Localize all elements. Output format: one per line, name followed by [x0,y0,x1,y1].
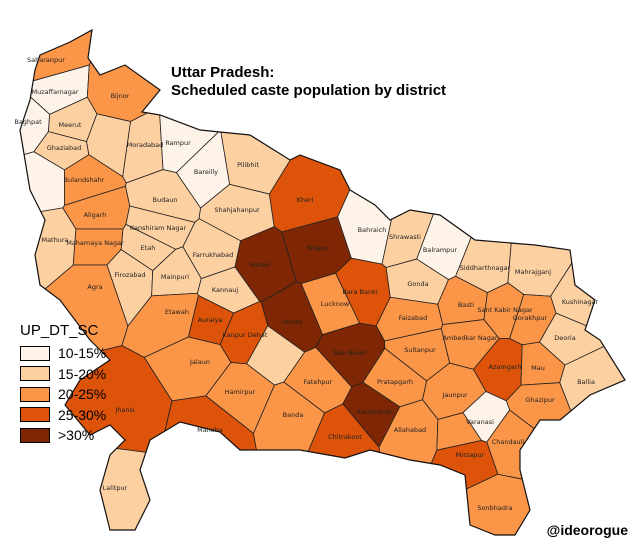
district-bijnor [86,30,247,122]
district-label: Saharanpur [27,56,65,64]
district-label: Sant Kabir Nagar [477,306,533,314]
district-label: Basti [458,301,474,309]
map-title: Uttar Pradesh: Scheduled caste populatio… [171,64,446,100]
district-label: Allahabad [394,426,426,434]
legend-label: >30% [58,427,95,444]
state-outline [19,28,626,536]
district-label: Firozabad [114,271,145,279]
legend-item: >30% [20,425,106,446]
district-kushinagar [550,154,625,340]
district-label: Bara Banki [342,288,377,296]
district-label: Jhansi [114,406,135,414]
legend-label: 10-15% [58,345,107,362]
district-label: Bareilly [194,168,218,176]
district-label: Mahoba [197,426,223,434]
district-label: Sitapur [306,244,330,252]
district-label: Bahraich [358,226,387,234]
district-label: Kanshiram Nagar [130,224,187,232]
district-label: Meerut [59,121,82,129]
district-label: Mirzapur [456,451,485,459]
district-label: Gorakhpur [513,314,548,322]
credit-text: @ideorogue [546,522,628,538]
district-label: Rampur [165,139,191,147]
district-label: Mahamaya Nagar [66,239,124,247]
legend-item: 15-20% [20,364,106,385]
district-label: Deoria [554,334,575,342]
district-label: Baghpat [14,118,42,126]
district-label: Balrampur [423,246,457,254]
legend-label: 25-30% [58,406,107,423]
district-label: Budaun [153,196,178,204]
district-label: Hamirpur [225,388,256,396]
district-balrampur [416,30,549,281]
district-label: Kaushambi [357,408,393,416]
district-label: Moradabad [127,141,164,149]
legend-swatch [20,427,50,443]
district-label: Mau [531,364,545,372]
district-label: Mathura [41,236,68,244]
district-label: Mahrajganj [515,268,551,276]
district-label: Agra [87,283,102,291]
district-sonbhadra [382,473,625,535]
district-label: Ghazipur [525,396,555,404]
district-label: Unnao [282,318,303,326]
district-label: Ambedkar Nagar [442,334,497,342]
district-label: Shahjahanpur [214,206,260,214]
district-label: Jalaun [189,358,210,366]
district-label: Kannauj [212,286,238,294]
district-label: Chitrakoot [328,433,362,441]
district-label: Farrukhabad [193,251,234,259]
district-label: Varanasi [466,418,494,426]
district-label: Rae Bareli [333,349,366,357]
legend: UP_DT_SC 10-15% 15-20% 20-25% 25-30% >30% [20,322,106,446]
district-label: Ballia [577,378,595,386]
district-label: Hardoi [249,261,271,269]
district-label: Chandauli [492,438,525,446]
district-label: Banda [283,411,304,419]
district-label: Etawah [165,308,189,316]
district-label: Kanpur Dehat [223,331,268,339]
district-label: Lalitpur [103,484,128,492]
district-label: Kushinagar [562,298,599,306]
legend-title: UP_DT_SC [20,322,99,339]
legend-swatch [20,366,50,382]
district-label: Sultanpur [404,346,436,354]
legend-swatch [20,407,50,423]
district-label: Sonbhadra [477,504,512,512]
district-label: Shrawasti [389,233,421,241]
district-label: Ghaziabad [47,144,82,152]
district-label: Fatehpur [304,378,333,386]
district-label: Etah [141,244,156,252]
district-label: Pratapgarh [377,378,413,386]
district-label: Faizabad [399,314,428,322]
legend-swatch [20,345,50,361]
district-label: Jaunpur [441,391,467,399]
district-label: Azamgarh [489,363,522,371]
district-label: Aligarh [84,211,107,219]
district-label: Mainpuri [161,273,189,281]
district-label: Gonda [407,280,428,288]
district-label: Auraiya [198,316,223,324]
legend-item: 25-30% [20,405,106,426]
district-label: Lucknow [321,300,350,308]
legend-label: 15-20% [58,365,107,382]
district-ballia [559,337,625,518]
district-label: Bijnor [111,92,130,100]
legend-label: 20-25% [58,386,107,403]
district-mahrajganj [507,30,625,297]
legend-swatch [20,386,50,402]
title-line-1: Uttar Pradesh: [171,64,275,81]
district-saharanpur [20,30,122,86]
legend-item: 10-15% [20,343,106,364]
legend-item: 20-25% [20,384,106,405]
district-label: Muzaffarnagar [31,88,78,96]
district-label: Bulandshahr [64,176,105,184]
district-label: Pilibhit [237,161,259,169]
district-label: Kheri [297,196,314,204]
title-line-2: Scheduled caste population by district [171,82,447,99]
district-label: Siddharthnagar [460,264,511,272]
district-mathura [20,207,77,329]
